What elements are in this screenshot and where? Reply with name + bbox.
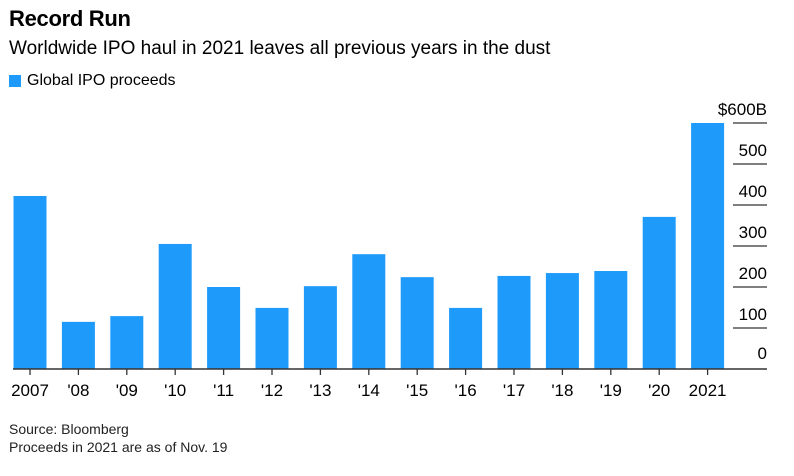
legend-swatch: [9, 75, 21, 87]
bar: [255, 307, 289, 369]
x-tick-label: '16: [455, 381, 477, 400]
x-tick-label: '10: [164, 381, 186, 400]
chart-subtitle: Worldwide IPO haul in 2021 leaves all pr…: [9, 38, 551, 59]
y-tick-label: 300: [739, 223, 767, 242]
bar: [449, 307, 483, 369]
bar: [497, 275, 531, 369]
x-tick-label: '12: [261, 381, 283, 400]
bar: [158, 243, 192, 369]
bar: [352, 254, 386, 369]
bar: [110, 316, 144, 369]
bar: [400, 277, 434, 369]
bar: [61, 321, 95, 369]
x-tick-label: '18: [551, 381, 573, 400]
x-tick-label: '19: [600, 381, 622, 400]
y-tick-label: $600B: [718, 100, 767, 119]
y-tick-label: 100: [739, 305, 767, 324]
legend-label: Global IPO proceeds: [27, 72, 176, 89]
chart-title: Record Run: [9, 6, 131, 31]
x-tick-label: '09: [116, 381, 138, 400]
y-tick-label: 0: [758, 344, 767, 363]
x-tick-label: '17: [503, 381, 525, 400]
x-tick-label: '14: [358, 381, 380, 400]
source-note: Source: Bloomberg: [9, 421, 129, 437]
x-tick-label: '11: [213, 381, 234, 400]
bar: [691, 123, 725, 369]
x-tick-label: '20: [648, 381, 670, 400]
bar: [642, 216, 676, 369]
bar: [594, 271, 628, 369]
x-tick-label: '15: [406, 381, 428, 400]
legend: Global IPO proceeds: [9, 72, 176, 90]
y-tick-label: 500: [739, 141, 767, 160]
x-tick-label: '13: [309, 381, 331, 400]
footnote: Proceeds in 2021 are as of Nov. 19: [9, 439, 228, 455]
bar: [207, 287, 241, 369]
y-tick-label: 200: [739, 264, 767, 283]
x-tick-label: 2021: [689, 381, 727, 400]
bar: [545, 273, 579, 369]
x-tick-label: '08: [67, 381, 89, 400]
x-tick-label: 2007: [11, 381, 49, 400]
bar: [13, 195, 47, 369]
y-tick-label: 400: [739, 182, 767, 201]
bar: [303, 286, 337, 369]
